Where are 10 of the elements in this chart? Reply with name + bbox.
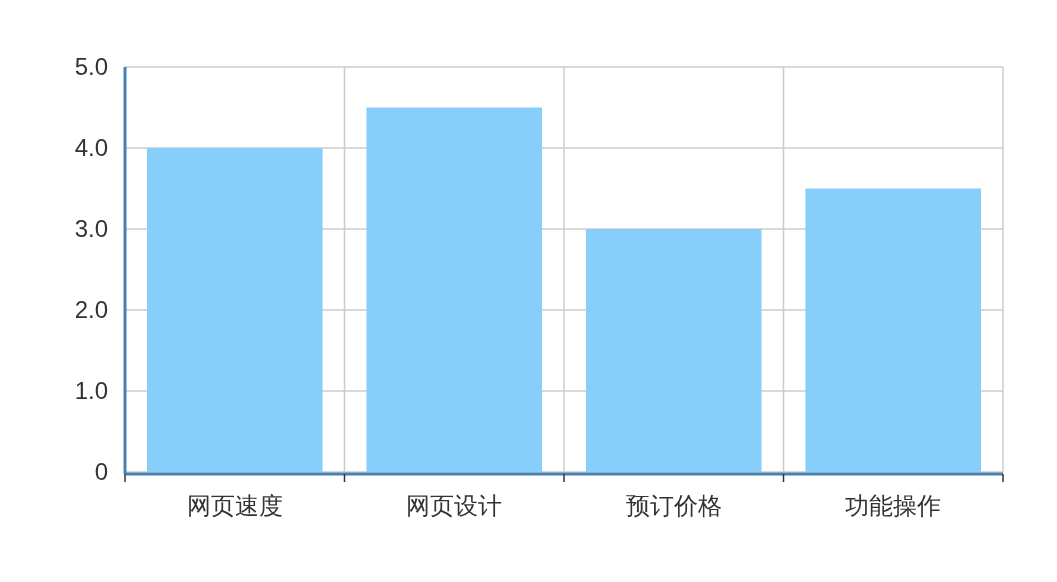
- y-tick-label: 4.0: [74, 134, 108, 161]
- x-tick-label: 网页速度: [186, 492, 283, 519]
- y-tick-label: 0: [94, 458, 108, 485]
- y-tick-label: 1.0: [74, 377, 108, 404]
- y-tick-label: 5.0: [74, 53, 108, 80]
- x-tick-label: 网页设计: [406, 492, 503, 519]
- y-tick-label: 2.0: [74, 296, 108, 323]
- x-tick-label: 功能操作: [845, 492, 942, 519]
- y-tick-label: 3.0: [74, 215, 108, 242]
- x-tick-label: 预订价格: [625, 492, 722, 519]
